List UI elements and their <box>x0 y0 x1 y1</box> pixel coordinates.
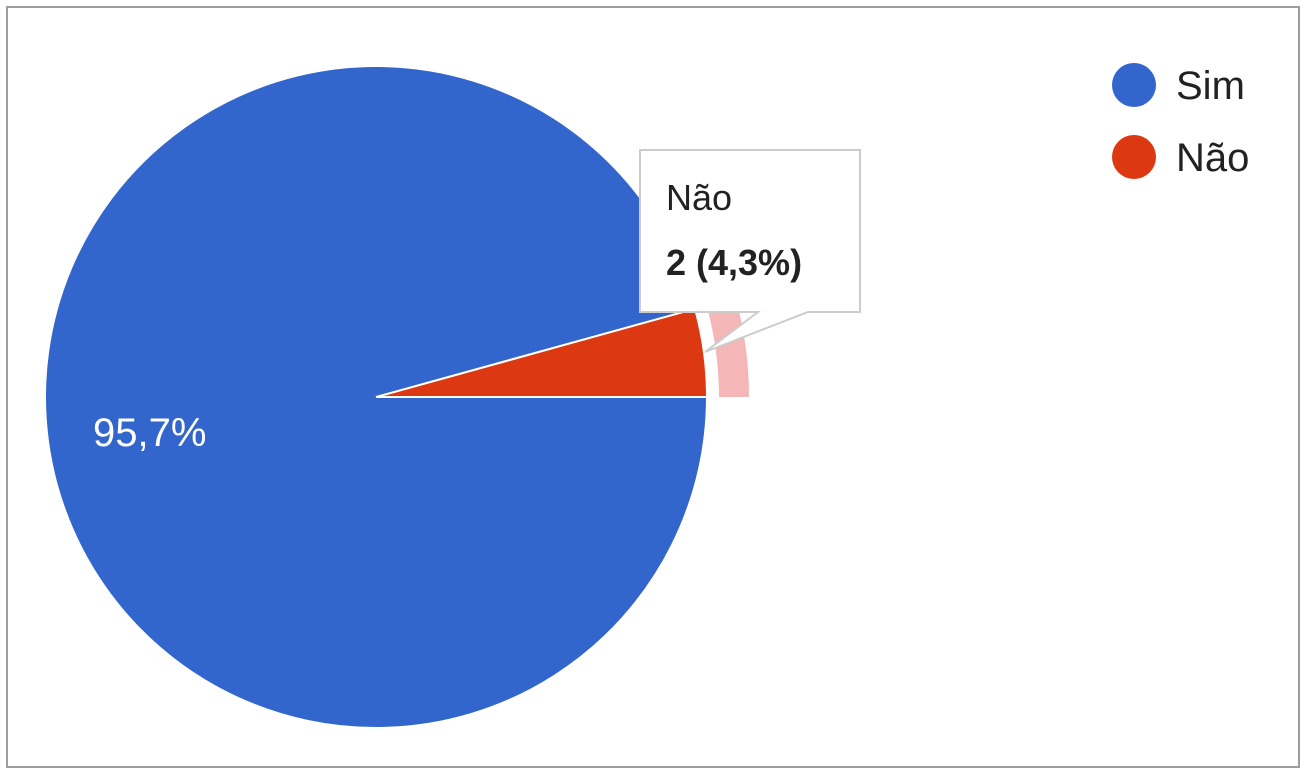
pie-slice-nao-highlight <box>706 297 749 397</box>
legend: Sim Não <box>1112 63 1249 180</box>
hover-highlight <box>706 297 749 397</box>
legend-swatch-nao <box>1112 135 1156 179</box>
legend-label-nao: Não <box>1176 136 1249 180</box>
legend-swatch-sim <box>1112 63 1156 107</box>
tooltip: Não 2 (4,3%) <box>639 149 861 353</box>
legend-label-sim: Sim <box>1176 64 1245 108</box>
legend-item-sim[interactable]: Sim <box>1112 63 1245 108</box>
tooltip-title: Não <box>666 177 732 218</box>
tooltip-value: 2 (4,3%) <box>666 242 802 283</box>
slice-label-sim: 95,7% <box>93 411 206 455</box>
pie-slices <box>44 65 709 729</box>
legend-item-nao[interactable]: Não <box>1112 135 1249 180</box>
pie-slice-sim[interactable] <box>44 65 709 729</box>
tooltip-box <box>639 149 861 353</box>
